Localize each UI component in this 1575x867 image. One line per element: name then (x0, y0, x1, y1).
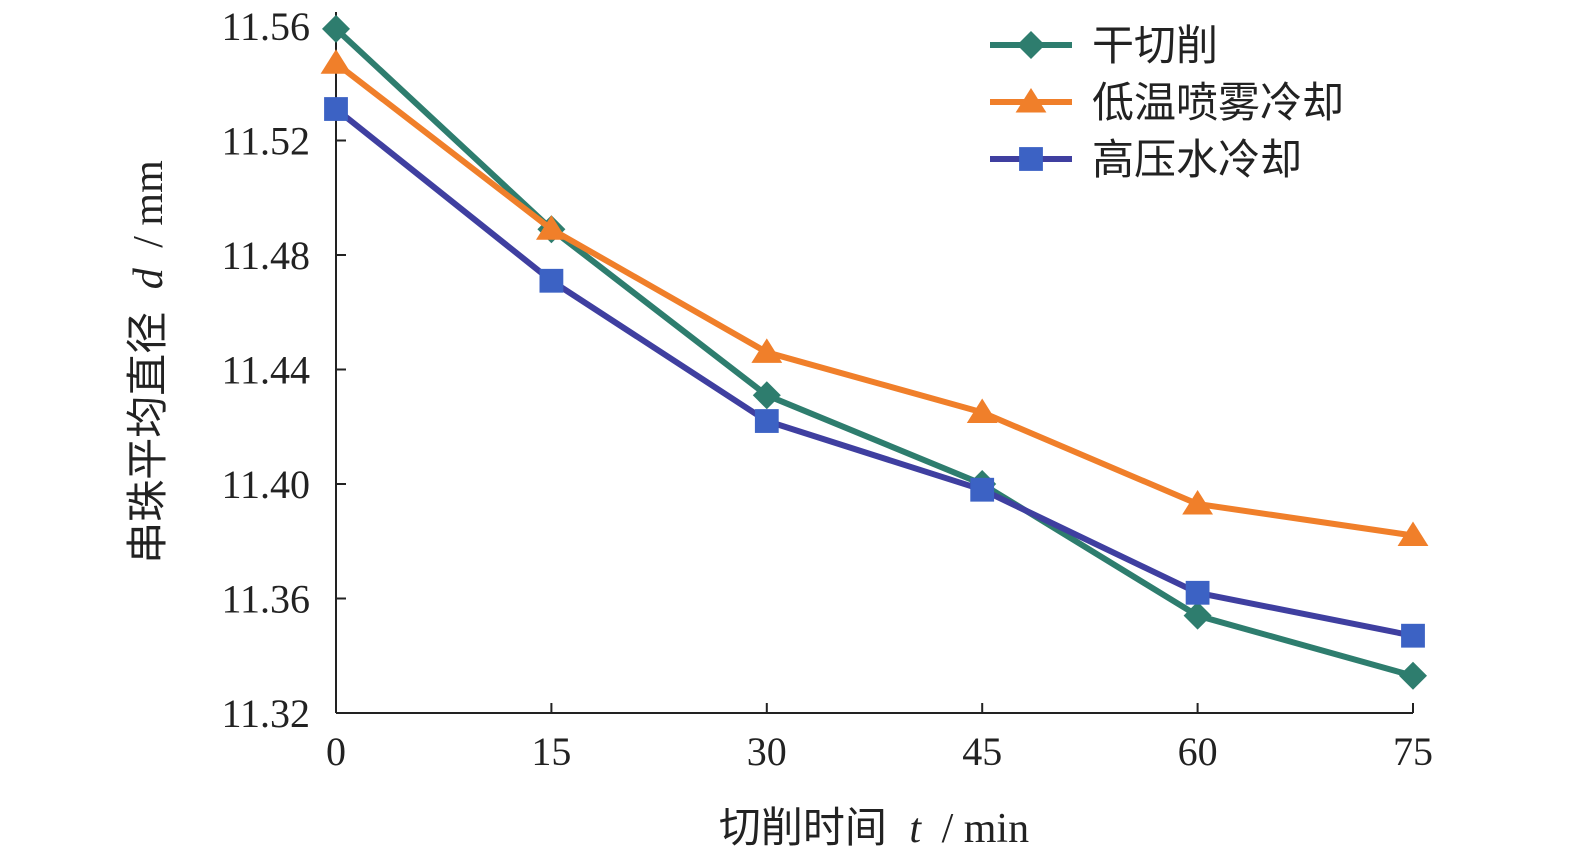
x-tick-label: 15 (531, 729, 571, 774)
data-point (536, 215, 567, 240)
series-line-0 (333, 26, 1414, 679)
y-tick-label: 11.44 (221, 348, 310, 393)
data-point (320, 49, 352, 74)
y-tick-label: 11.36 (221, 577, 310, 622)
y-tick-label: 11.56 (221, 4, 310, 49)
y-tick-label: 11.48 (221, 233, 310, 278)
data-point (322, 14, 350, 43)
legend-label: 低温喷雾冷却 (1092, 81, 1344, 127)
x-tick-label: 45 (962, 729, 1002, 774)
x-tick-label: 60 (1178, 729, 1218, 774)
data-point (754, 409, 779, 433)
legend-marker (1019, 147, 1043, 171)
y-axis-title-symbol: d (126, 267, 172, 289)
series-line-2 (334, 106, 1414, 639)
ticks: 11.32 11.36 11.40 11.44 11.48 11.52 11.56 0 15 30… (221, 4, 1433, 774)
x-tick-label: 0 (326, 729, 346, 774)
series-1 (320, 49, 1429, 547)
data-point (1185, 580, 1210, 605)
data-point (1401, 623, 1425, 648)
data-point (970, 477, 995, 502)
y-tick-label: 11.52 (221, 119, 310, 164)
legend-marker (1017, 31, 1045, 59)
data-point (324, 97, 348, 121)
data-point (752, 381, 781, 410)
x-tick-label: 75 (1393, 729, 1433, 774)
data-point (1399, 661, 1427, 690)
legend-label: 干切削 (1092, 24, 1218, 70)
data-point (751, 338, 783, 363)
y-axis-title: 串珠平均直径 d / mm (126, 160, 172, 564)
legend-label: 高压水冷却 (1092, 138, 1302, 184)
y-tick-label: 11.32 (221, 691, 310, 736)
x-tick-label: 30 (747, 729, 787, 774)
x-axis-title-unit: / min (942, 806, 1030, 852)
data-point (1182, 490, 1213, 515)
series (320, 14, 1429, 690)
y-axis-title-text: 串珠平均直径 (126, 312, 172, 564)
series-2 (324, 97, 1425, 648)
x-axis-title-symbol: t (909, 806, 922, 852)
data-point (966, 398, 998, 423)
x-axis-title-text: 切削时间 (719, 806, 887, 852)
y-axis-title-unit: / mm (126, 160, 172, 248)
data-point (1397, 521, 1429, 547)
legend-marker (1015, 88, 1047, 113)
x-axis-title: 切削时间 t / min (719, 806, 1029, 852)
axes (335, 12, 1413, 714)
data-point (539, 268, 564, 293)
y-tick-label: 11.40 (221, 462, 310, 507)
data-point (1183, 601, 1212, 630)
series-line-1 (334, 60, 1414, 539)
